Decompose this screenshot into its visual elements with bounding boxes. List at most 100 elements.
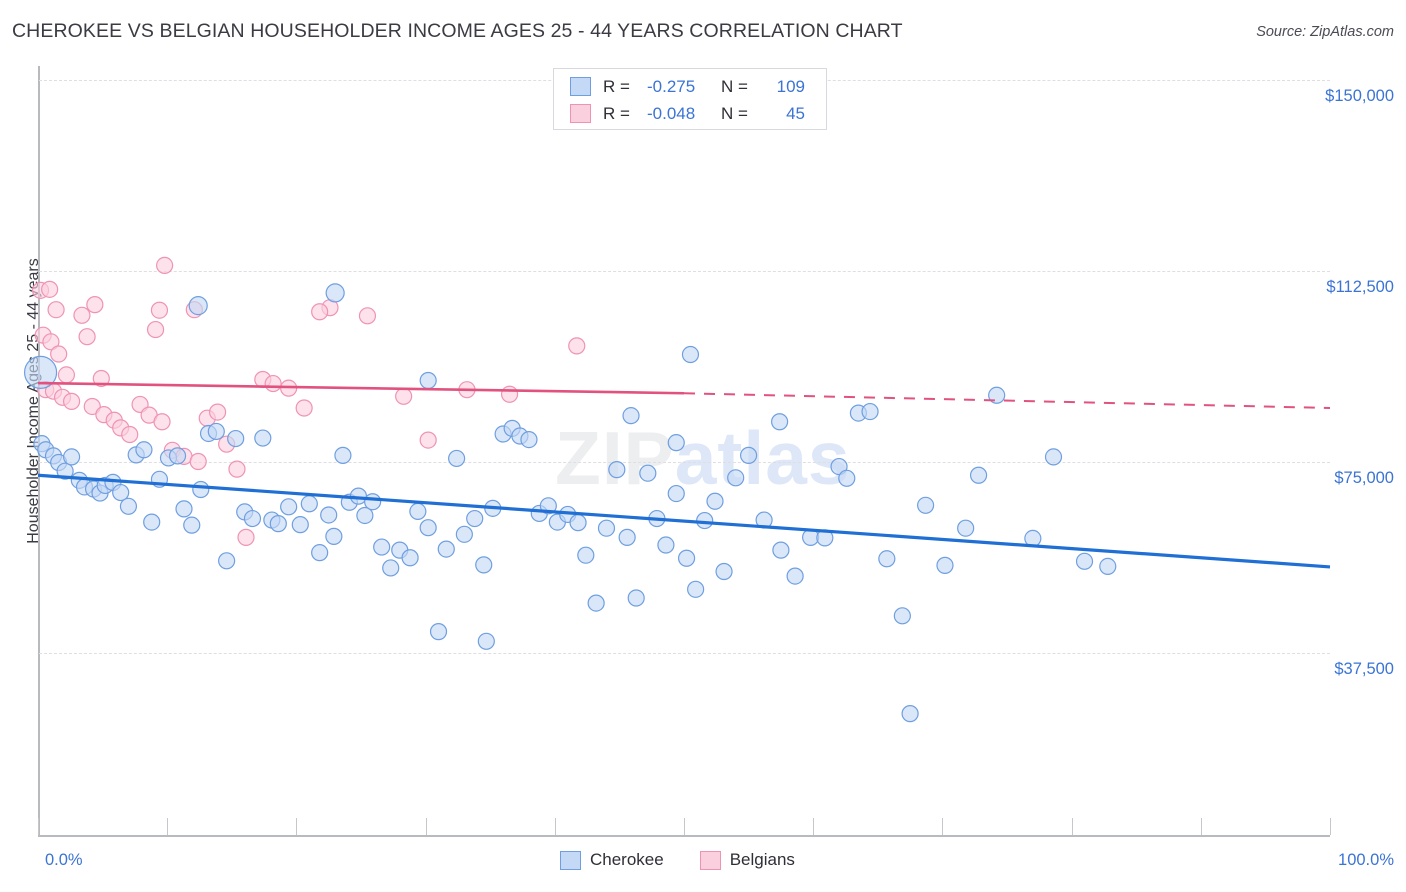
cherokee-data-point[interactable] (618, 528, 636, 546)
cherokee-data-point[interactable] (112, 483, 130, 502)
cherokee-data-point[interactable] (382, 559, 400, 577)
cherokee-data-point[interactable] (175, 500, 193, 518)
belgians-data-point[interactable] (73, 306, 91, 324)
cherokee-data-point[interactable] (23, 355, 58, 389)
cherokee-data-point[interactable] (419, 371, 437, 390)
cherokee-data-point[interactable] (254, 429, 272, 447)
belgians-data-point[interactable] (295, 399, 313, 417)
belgians-data-point[interactable] (83, 397, 101, 416)
cherokee-data-point[interactable] (608, 461, 626, 479)
cherokee-data-point[interactable] (334, 446, 352, 464)
cherokee-data-point[interactable] (706, 492, 724, 510)
cherokee-data-point[interactable] (901, 705, 919, 723)
cherokee-data-point[interactable] (325, 283, 345, 303)
cherokee-data-point[interactable] (667, 434, 685, 452)
cherokee-data-point[interactable] (681, 345, 700, 364)
cherokee-data-point[interactable] (622, 407, 640, 425)
cherokee-data-point[interactable] (1075, 552, 1094, 570)
cherokee-data-point[interactable] (429, 623, 448, 641)
cherokee-data-point[interactable] (409, 502, 427, 521)
cherokee-data-point[interactable] (437, 540, 455, 558)
belgians-data-point[interactable] (237, 528, 255, 546)
belgians-data-point[interactable] (121, 425, 139, 444)
cherokee-data-point[interactable] (861, 402, 879, 421)
belgians-data-point[interactable] (62, 392, 81, 410)
belgians-data-point[interactable] (500, 385, 519, 403)
cherokee-data-point[interactable] (280, 498, 298, 516)
cherokee-data-point[interactable] (291, 516, 309, 534)
belgians-data-point[interactable] (86, 296, 104, 314)
cherokee-data-point[interactable] (448, 449, 466, 468)
cherokee-data-point[interactable] (988, 386, 1006, 404)
cherokee-data-point[interactable] (143, 513, 161, 531)
cherokee-data-point[interactable] (466, 509, 484, 528)
belgians-data-point[interactable] (395, 387, 413, 405)
cherokee-data-point[interactable] (893, 607, 911, 625)
cherokee-data-point[interactable] (657, 536, 675, 554)
cherokee-data-point[interactable] (168, 447, 187, 465)
belgians-data-point[interactable] (156, 256, 174, 274)
belgians-data-point[interactable] (92, 369, 110, 388)
cherokee-data-point[interactable] (311, 544, 329, 562)
cherokee-data-point[interactable] (119, 497, 138, 515)
cherokee-data-point[interactable] (300, 495, 318, 513)
cherokee-data-point[interactable] (475, 556, 493, 574)
legend-item-belgians[interactable]: Belgians (699, 850, 795, 870)
cherokee-data-point[interactable] (771, 413, 789, 431)
cherokee-data-point[interactable] (878, 550, 896, 568)
cherokee-data-point[interactable] (62, 448, 81, 466)
cherokee-data-point[interactable] (687, 580, 705, 598)
belgians-data-point[interactable] (264, 374, 282, 393)
belgians-data-point[interactable] (57, 366, 76, 384)
cherokee-data-point[interactable] (1099, 557, 1117, 576)
cherokee-data-point[interactable] (320, 506, 338, 524)
belgians-data-point[interactable] (78, 328, 96, 346)
cherokee-data-point[interactable] (577, 546, 595, 564)
cherokee-data-point[interactable] (325, 527, 343, 545)
cherokee-data-point[interactable] (56, 462, 74, 480)
cherokee-data-point[interactable] (520, 430, 538, 449)
cherokee-data-point[interactable] (401, 549, 419, 567)
cherokee-data-point[interactable] (627, 589, 645, 607)
belgians-data-point[interactable] (568, 337, 586, 355)
belgians-data-point[interactable] (153, 413, 171, 431)
cherokee-data-point[interactable] (135, 441, 153, 459)
cherokee-data-point[interactable] (786, 567, 804, 585)
belgians-data-point[interactable] (228, 460, 246, 478)
cherokee-data-point[interactable] (477, 632, 495, 650)
cherokee-data-point[interactable] (639, 464, 657, 482)
cherokee-data-point[interactable] (838, 469, 856, 487)
belgians-data-point[interactable] (419, 431, 437, 449)
cherokee-data-point[interactable] (677, 549, 696, 567)
legend-item-cherokee[interactable]: Cherokee (560, 850, 664, 870)
cherokee-data-point[interactable] (218, 552, 236, 570)
cherokee-data-point[interactable] (936, 556, 954, 574)
belgians-data-point[interactable] (150, 301, 169, 319)
cherokee-data-point[interactable] (739, 446, 758, 464)
cherokee-data-point[interactable] (207, 422, 225, 441)
belgians-data-point[interactable] (358, 307, 377, 325)
cherokee-data-point[interactable] (227, 429, 245, 448)
cherokee-data-point[interactable] (419, 519, 437, 537)
belgians-data-point[interactable] (50, 345, 68, 363)
cherokee-data-point[interactable] (356, 506, 374, 525)
cherokee-data-point[interactable] (569, 514, 587, 532)
cherokee-data-point[interactable] (373, 538, 391, 556)
cherokee-data-point[interactable] (916, 496, 935, 514)
cherokee-data-point[interactable] (188, 296, 208, 316)
belgians-data-point[interactable] (42, 333, 60, 351)
cherokee-data-point[interactable] (455, 525, 473, 543)
cherokee-data-point[interactable] (364, 493, 382, 511)
cherokee-data-point[interactable] (183, 516, 201, 534)
cherokee-data-point[interactable] (727, 469, 745, 487)
belgians-data-point[interactable] (146, 320, 165, 339)
cherokee-data-point[interactable] (243, 509, 262, 528)
cherokee-data-point[interactable] (269, 515, 287, 533)
cherokee-data-point[interactable] (192, 480, 210, 499)
belgians-data-point[interactable] (47, 301, 65, 319)
belgians-data-point[interactable] (41, 280, 59, 298)
belgians-data-point[interactable] (189, 452, 207, 471)
belgians-data-point[interactable] (311, 303, 329, 321)
cherokee-data-point[interactable] (715, 562, 733, 581)
cherokee-data-point[interactable] (597, 519, 616, 537)
